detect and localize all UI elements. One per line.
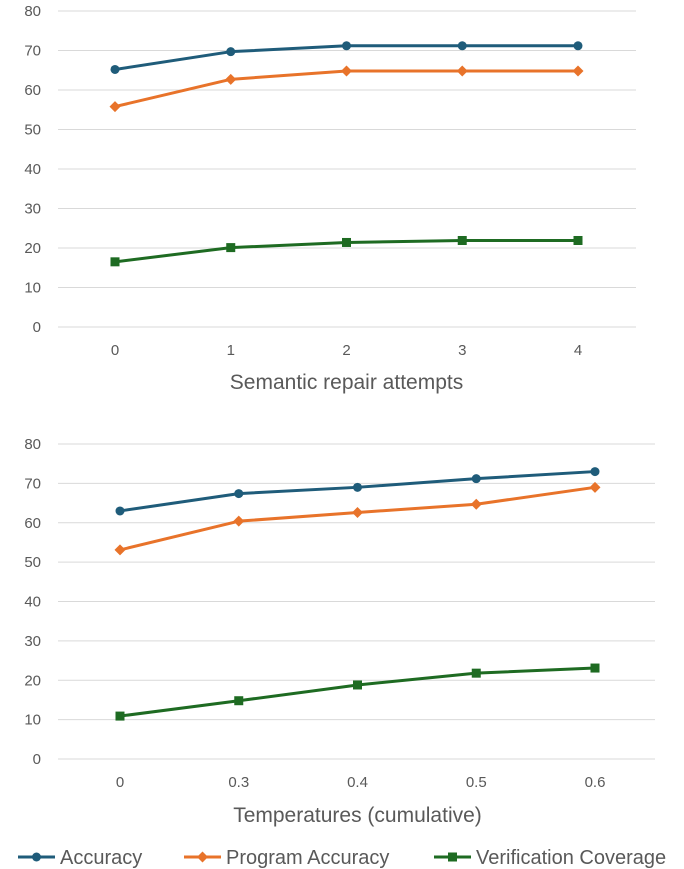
y-tick-label: 80 xyxy=(24,436,41,453)
legend-label-program-accuracy: Program Accuracy xyxy=(226,847,389,869)
data-point-program-accuracy xyxy=(589,481,601,493)
x-tick-label: 4 xyxy=(574,342,582,359)
data-point-accuracy xyxy=(115,506,125,516)
data-point-program-accuracy xyxy=(341,65,352,77)
y-tick-label: 50 xyxy=(24,554,41,571)
y-tick-label: 60 xyxy=(24,515,41,532)
data-point-program-accuracy xyxy=(352,507,363,519)
data-point-program-accuracy xyxy=(470,498,482,510)
data-point-program-accuracy xyxy=(225,73,237,85)
y-tick-label: 70 xyxy=(24,43,41,60)
x-tick-label: 1 xyxy=(227,342,235,359)
y-tick-label: 40 xyxy=(24,161,41,178)
chart-temperatures: 0 10 20 30 40 50 60 70 80 0 0.3 0.4 0.5 0.6 Temperatur… xyxy=(24,436,655,827)
y-tick-label: 60 xyxy=(24,82,41,99)
x-tick-label: 0.3 xyxy=(228,774,249,791)
y-tick-label: 30 xyxy=(24,633,41,650)
y-tick-label: 20 xyxy=(24,240,41,257)
data-point-verification-coverage xyxy=(342,237,351,247)
y-tick-label: 30 xyxy=(24,201,41,218)
data-point-verification-coverage xyxy=(457,235,467,245)
series-line-program-accuracy xyxy=(118,485,597,552)
data-point-verification-coverage xyxy=(471,668,481,678)
x-tick-label: 0.6 xyxy=(585,774,606,791)
series-line-verification-coverage xyxy=(118,666,597,718)
data-point-accuracy xyxy=(234,489,244,499)
chart-semantic-repair: 0 10 20 30 40 50 60 70 80 0 1 2 3 4 Semantic repair at… xyxy=(24,3,636,394)
data-point-accuracy xyxy=(342,41,351,51)
data-point-accuracy xyxy=(457,41,467,51)
data-point-verification-coverage xyxy=(353,680,362,690)
data-point-program-accuracy xyxy=(109,101,121,113)
data-point-program-accuracy xyxy=(456,65,468,77)
y-tick-label: 10 xyxy=(24,280,41,297)
data-point-verification-coverage xyxy=(226,243,236,253)
x-tick-label: 2 xyxy=(342,342,350,359)
x-tick-label: 0 xyxy=(111,342,119,359)
y-tick-label: 80 xyxy=(24,3,41,20)
legend-marker-program-accuracy xyxy=(197,851,208,863)
data-point-accuracy xyxy=(573,41,583,51)
data-point-program-accuracy xyxy=(233,515,245,527)
y-tick-label: 0 xyxy=(33,319,41,336)
data-point-accuracy xyxy=(590,467,600,477)
y-tick-label: 0 xyxy=(33,751,41,768)
data-point-accuracy xyxy=(226,47,236,57)
data-point-accuracy xyxy=(110,64,120,74)
y-tick-label: 70 xyxy=(24,475,41,492)
data-point-verification-coverage xyxy=(234,696,244,706)
x-axis-title: Temperatures (cumulative) xyxy=(233,804,482,827)
data-point-verification-coverage xyxy=(573,235,583,245)
x-tick-label: 0.4 xyxy=(347,774,368,791)
x-tick-label: 3 xyxy=(458,342,466,359)
legend-label-verification-coverage: Verification Coverage xyxy=(476,847,666,869)
y-tick-label: 50 xyxy=(24,122,41,139)
data-point-verification-coverage xyxy=(115,711,125,721)
legend-marker-accuracy xyxy=(32,852,41,862)
data-point-verification-coverage xyxy=(110,257,120,267)
data-point-program-accuracy xyxy=(114,544,126,556)
x-axis-title: Semantic repair attempts xyxy=(230,371,463,394)
data-point-verification-coverage xyxy=(590,663,600,673)
data-point-accuracy xyxy=(353,482,362,492)
y-tick-label: 10 xyxy=(24,712,41,729)
y-tick-label: 40 xyxy=(24,594,41,611)
data-point-program-accuracy xyxy=(572,65,584,77)
legend-marker-verification-coverage xyxy=(448,852,457,862)
x-tick-label: 0 xyxy=(116,774,124,791)
y-tick-label: 20 xyxy=(24,672,41,689)
x-tick-label: 0.5 xyxy=(466,774,487,791)
data-point-accuracy xyxy=(471,474,481,484)
legend-label-accuracy: Accuracy xyxy=(60,847,142,869)
legend: Accuracy Program Accuracy Verification Cov… xyxy=(18,847,666,869)
